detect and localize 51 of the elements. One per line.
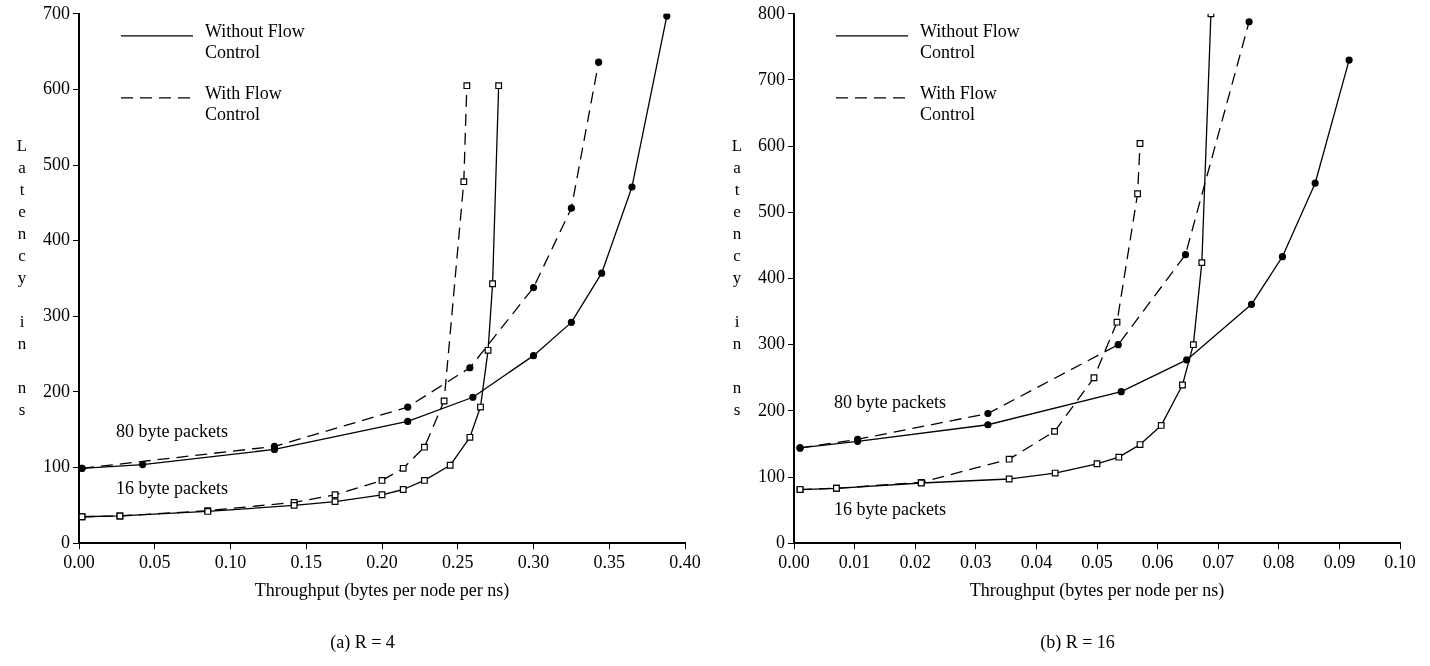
x-axis-title: Throughput (bytes per node per ns) <box>254 580 510 602</box>
x-tick-label: 0.00 <box>778 551 810 572</box>
y-tick-label: 700 <box>43 2 70 23</box>
y-tick-label: 300 <box>43 305 70 326</box>
x-tick-label: 0.15 <box>290 551 322 572</box>
x-tick-label: 0.25 <box>442 551 474 572</box>
y-tick-label: 0 <box>776 531 785 552</box>
y-tick-label: 700 <box>758 68 785 89</box>
legend-label: With Flow Control <box>205 82 282 124</box>
y-tick-label: 500 <box>758 201 785 222</box>
y-tick-label: 200 <box>758 399 785 420</box>
x-tick-label: 0.05 <box>1081 551 1113 572</box>
legend-label: Without Flow Control <box>920 20 1020 62</box>
y-tick-label: 400 <box>758 267 785 288</box>
y-tick-label: 100 <box>43 456 70 477</box>
y-tick-label: 500 <box>43 153 70 174</box>
x-tick-label: 0.06 <box>1141 551 1174 572</box>
x-tick-label: 0.03 <box>960 551 992 572</box>
x-axis-title: Throughput (bytes per node per ns) <box>969 580 1225 602</box>
x-tick-label: 0.04 <box>1020 551 1053 572</box>
x-tick-label: 0.07 <box>1202 551 1234 572</box>
x-tick-label: 0.02 <box>899 551 931 572</box>
x-tick-label: 0.05 <box>139 551 171 572</box>
annotation: 16 byte packets <box>834 499 947 520</box>
annotation: 16 byte packets <box>116 478 228 499</box>
y-tick-label: 800 <box>758 2 785 23</box>
x-tick-label: 0.10 <box>214 551 247 572</box>
y-tick-label: 600 <box>758 134 785 155</box>
annotation: 80 byte packets <box>116 421 228 442</box>
text: (b) R = 16 <box>1040 631 1115 653</box>
y-tick-label: 0 <box>61 531 70 552</box>
x-tick-label: 0.20 <box>366 551 398 572</box>
x-tick-label: 0.08 <box>1263 551 1295 572</box>
text: (a) R = 4 <box>330 631 395 653</box>
y-tick-label: 300 <box>758 333 785 354</box>
y-tick-label: 600 <box>43 78 70 99</box>
y-tick-label: 400 <box>43 229 70 250</box>
x-tick-label: 0.01 <box>838 551 871 572</box>
x-tick-label: 0.00 <box>63 551 95 572</box>
annotation: 80 byte packets <box>834 391 947 412</box>
x-tick-label: 0.40 <box>669 551 701 572</box>
y-tick-label: 200 <box>43 380 70 401</box>
x-tick-label: 0.09 <box>1323 551 1356 572</box>
x-tick-label: 0.10 <box>1384 551 1416 572</box>
y-tick-label: 100 <box>758 465 785 486</box>
legend-label: Without Flow Control <box>205 20 305 62</box>
legend-label: With Flow Control <box>920 82 997 124</box>
text: Latency in ns <box>731 135 743 419</box>
text: Latency in ns <box>16 135 28 419</box>
x-tick-label: 0.30 <box>517 551 550 572</box>
x-tick-label: 0.35 <box>593 551 625 572</box>
